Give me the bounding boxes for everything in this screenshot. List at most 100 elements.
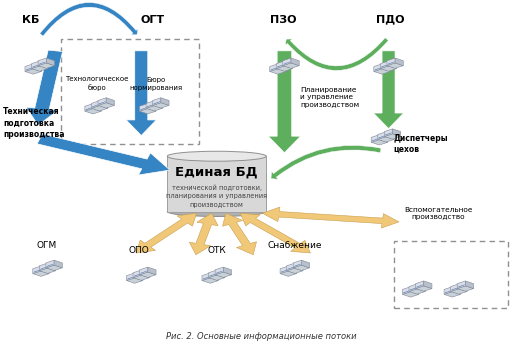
- Polygon shape: [371, 135, 379, 142]
- Polygon shape: [46, 260, 54, 268]
- Polygon shape: [417, 285, 423, 287]
- Polygon shape: [127, 277, 134, 279]
- Text: ПЗО: ПЗО: [270, 15, 297, 25]
- Polygon shape: [155, 101, 162, 108]
- Polygon shape: [33, 270, 40, 272]
- Polygon shape: [291, 58, 299, 66]
- Bar: [61, 39, 198, 144]
- Ellipse shape: [167, 151, 266, 161]
- Polygon shape: [375, 67, 381, 70]
- Polygon shape: [457, 281, 466, 289]
- Polygon shape: [139, 267, 148, 275]
- Polygon shape: [26, 50, 63, 125]
- Text: Диспетчеры
цехов: Диспетчеры цехов: [394, 134, 448, 154]
- Polygon shape: [240, 213, 311, 253]
- Polygon shape: [409, 284, 417, 291]
- Polygon shape: [374, 69, 390, 74]
- Polygon shape: [25, 64, 33, 71]
- Polygon shape: [100, 101, 108, 108]
- Polygon shape: [381, 65, 388, 67]
- Polygon shape: [452, 287, 458, 290]
- Polygon shape: [203, 277, 209, 279]
- Polygon shape: [393, 129, 401, 136]
- Polygon shape: [223, 267, 232, 275]
- Polygon shape: [283, 62, 290, 65]
- Polygon shape: [445, 290, 452, 293]
- Polygon shape: [54, 260, 62, 268]
- Text: Планирование
и управление
производством: Планирование и управление производством: [300, 87, 359, 108]
- Polygon shape: [147, 104, 153, 107]
- Polygon shape: [215, 272, 232, 278]
- Polygon shape: [202, 278, 218, 283]
- Polygon shape: [417, 284, 425, 291]
- Polygon shape: [33, 266, 41, 274]
- Polygon shape: [189, 213, 218, 255]
- Polygon shape: [374, 64, 382, 71]
- Polygon shape: [161, 98, 169, 105]
- Polygon shape: [140, 107, 147, 110]
- Polygon shape: [459, 284, 467, 291]
- Polygon shape: [409, 289, 425, 294]
- Polygon shape: [217, 270, 225, 278]
- Polygon shape: [209, 270, 217, 278]
- Polygon shape: [386, 132, 394, 139]
- Polygon shape: [293, 260, 301, 268]
- Polygon shape: [106, 98, 114, 105]
- Polygon shape: [277, 65, 283, 67]
- Polygon shape: [283, 63, 299, 68]
- Polygon shape: [216, 271, 222, 274]
- Polygon shape: [381, 66, 397, 71]
- Polygon shape: [373, 51, 404, 129]
- Polygon shape: [215, 267, 223, 275]
- Polygon shape: [270, 67, 277, 70]
- Polygon shape: [139, 272, 156, 278]
- Polygon shape: [126, 273, 135, 280]
- Polygon shape: [301, 260, 310, 268]
- Polygon shape: [148, 103, 156, 111]
- Text: Техническая
подготовка
производства: Техническая подготовка производства: [3, 108, 65, 139]
- Polygon shape: [384, 129, 393, 136]
- Polygon shape: [146, 101, 155, 108]
- Polygon shape: [450, 289, 467, 294]
- Polygon shape: [202, 273, 210, 280]
- Polygon shape: [416, 286, 432, 291]
- Polygon shape: [140, 271, 147, 274]
- Polygon shape: [38, 58, 46, 66]
- Polygon shape: [85, 109, 101, 114]
- Polygon shape: [466, 281, 473, 289]
- Polygon shape: [457, 286, 473, 291]
- Polygon shape: [167, 156, 266, 212]
- Polygon shape: [287, 263, 295, 271]
- Text: Рис. 2. Основные информационные потоки: Рис. 2. Основные информационные потоки: [165, 332, 357, 341]
- Text: Технологическое
бюро: Технологическое бюро: [65, 76, 129, 91]
- Text: ОГТ: ОГТ: [140, 15, 164, 25]
- Text: ОПО: ОПО: [128, 246, 149, 255]
- Polygon shape: [41, 266, 49, 274]
- Polygon shape: [270, 64, 278, 71]
- Polygon shape: [402, 287, 411, 294]
- Text: ОТК: ОТК: [207, 246, 226, 255]
- Polygon shape: [152, 98, 161, 105]
- Polygon shape: [388, 62, 394, 65]
- Polygon shape: [378, 137, 394, 142]
- Polygon shape: [293, 265, 310, 271]
- Polygon shape: [39, 268, 56, 273]
- Polygon shape: [33, 64, 41, 71]
- Polygon shape: [39, 62, 45, 65]
- Polygon shape: [379, 135, 388, 142]
- Polygon shape: [283, 58, 291, 66]
- Text: ОГМ: ОГМ: [37, 241, 56, 250]
- Text: Вспомогательное
производство: Вспомогательное производство: [404, 207, 472, 220]
- Polygon shape: [92, 104, 99, 107]
- Polygon shape: [276, 66, 293, 71]
- Text: Снабжение: Снабжение: [268, 241, 322, 250]
- Polygon shape: [378, 135, 385, 138]
- Polygon shape: [424, 281, 432, 289]
- Polygon shape: [378, 132, 386, 139]
- Polygon shape: [93, 103, 101, 111]
- Polygon shape: [153, 101, 160, 104]
- Polygon shape: [146, 105, 162, 111]
- Polygon shape: [444, 291, 460, 297]
- Polygon shape: [48, 263, 56, 271]
- Polygon shape: [39, 263, 48, 271]
